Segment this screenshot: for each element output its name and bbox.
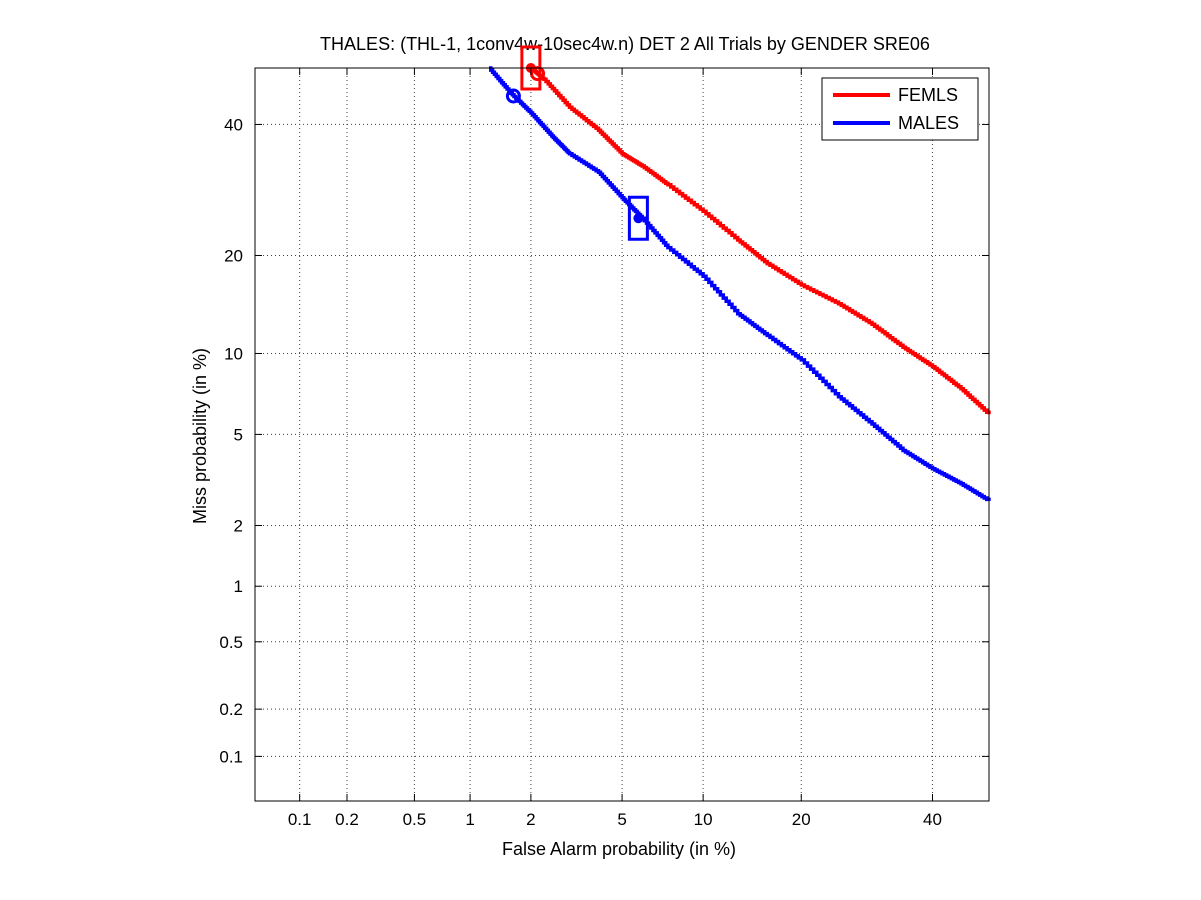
grid [255,68,989,801]
min-dcf-marker-males [505,88,521,104]
y-tick-label: 2 [234,516,243,535]
legend-label-femls: FEMLS [898,85,958,105]
y-axis: 0.1 0.2 0.5 1 2 5 10 20 40 [219,115,989,766]
legend-label-males: MALES [898,113,959,133]
x-axis: 0.1 0.2 0.5 1 2 5 10 20 40 [288,68,942,829]
x-tick-label: 10 [694,810,713,829]
series-layer [489,45,991,502]
x-tick-label: 0.1 [288,810,312,829]
x-tick-label: 20 [792,810,811,829]
y-axis-label: Miss probability (in %) [190,348,210,524]
plot-frame [254,67,990,802]
legend-box [821,77,979,141]
y-tick-label: 0.2 [219,700,243,719]
y-tick-label: 10 [224,344,243,363]
series-line-males [489,66,991,502]
series-line-femls [530,66,991,415]
y-tick-label: 20 [224,246,243,265]
act-dcf-point-males [633,213,644,224]
legend: FEMLS MALES [821,77,979,141]
y-tick-label: 40 [224,115,243,134]
x-tick-label: 0.2 [335,810,359,829]
act-dcf-marker-males [627,195,649,241]
y-tick-label: 0.5 [219,633,243,652]
x-tick-label: 40 [923,810,942,829]
y-tick-label: 1 [234,577,243,596]
x-axis-label: False Alarm probability (in %) [502,839,736,859]
y-tick-label: 5 [234,425,243,444]
chart-title: THALES: (THL-1, 1conv4w-10sec4w.n) DET 2… [320,34,930,54]
x-tick-label: 1 [465,810,474,829]
x-tick-label: 2 [526,810,535,829]
x-tick-label: 5 [617,810,626,829]
y-tick-label: 0.1 [219,747,243,766]
x-tick-label: 0.5 [403,810,427,829]
